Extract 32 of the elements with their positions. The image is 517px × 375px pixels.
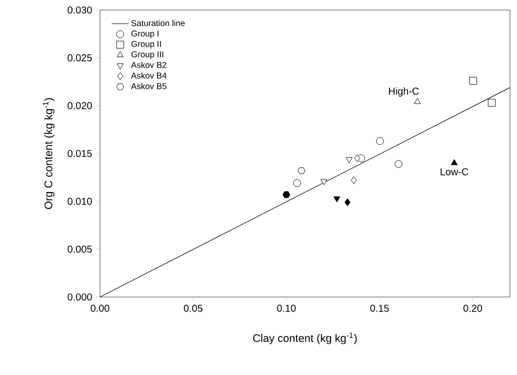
- point: [488, 98, 496, 107]
- legend-label: Group II: [131, 40, 161, 49]
- point: [376, 137, 384, 145]
- x-tick-label: 0.15: [370, 304, 389, 312]
- legend-label: Askov B2: [131, 62, 166, 68]
- legend-label: Group I: [131, 30, 158, 38]
- annotation: Low-C: [440, 168, 468, 176]
- point: [469, 76, 477, 85]
- x-axis-title: Clay content (kg kg$^{-1}$): [253, 332, 357, 344]
- point: [350, 176, 357, 184]
- y-tick-label: 0.030: [68, 6, 92, 14]
- y-tick-label: 0.020: [68, 102, 92, 110]
- x-tick-label: 0.00: [90, 304, 110, 312]
- point: [293, 179, 301, 188]
- y-tick-label: 0.025: [68, 54, 92, 62]
- y-tick-label: 0.005: [68, 246, 92, 253]
- legend-label: Saturation line: [131, 20, 185, 26]
- y-tick-label: 0.000: [68, 293, 92, 301]
- x-tick-label: 0.10: [277, 304, 296, 312]
- y-tick-label: 0.010: [68, 198, 92, 205]
- x-tick-label: 0.20: [463, 304, 482, 312]
- annotation: High-C: [388, 87, 419, 97]
- x-tick-label: 0.05: [184, 304, 202, 312]
- y-axis-title: Org C content (kg kg$^{-1}$): [42, 98, 54, 210]
- point: [354, 154, 360, 162]
- point: [346, 157, 353, 164]
- point: [320, 179, 328, 186]
- y-tick-label: 0.015: [68, 150, 92, 158]
- legend-label: Askov B5: [131, 82, 166, 90]
- legend-label: Askov B4: [131, 72, 167, 79]
- legend-label: Group III: [131, 51, 164, 59]
- point: [394, 160, 402, 168]
